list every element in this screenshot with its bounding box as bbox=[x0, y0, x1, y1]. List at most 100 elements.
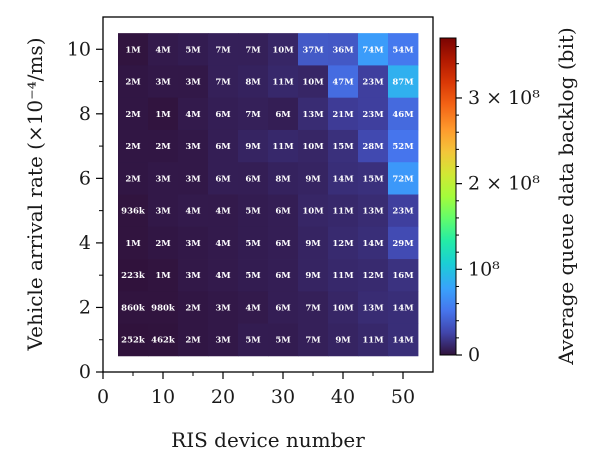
cell-value-label: 14M bbox=[392, 303, 414, 313]
heatmap-cell bbox=[388, 291, 419, 324]
heatmap-cell bbox=[178, 226, 209, 260]
heatmap-cell bbox=[328, 259, 359, 292]
heatmap-cell bbox=[328, 291, 359, 324]
heatmap-cell bbox=[268, 162, 299, 195]
colorbar-axis: 0 10⁸ 2 × 10⁸ 3 × 10⁸ bbox=[456, 46, 540, 366]
colorbar bbox=[439, 37, 457, 356]
heatmap-cell bbox=[208, 259, 239, 292]
heatmap-cell bbox=[268, 291, 299, 324]
cell-value-label: 4M bbox=[215, 271, 231, 281]
cell-value-label: 3M bbox=[155, 78, 171, 88]
heatmap-cell bbox=[148, 129, 179, 163]
cell-value-label: 936k bbox=[121, 207, 146, 217]
cell-value-label: 3M bbox=[185, 78, 201, 88]
heatmap-cell bbox=[298, 259, 329, 292]
cell-value-label: 3M bbox=[185, 239, 201, 249]
heatmap-cell bbox=[118, 33, 149, 66]
heatmap-cell bbox=[148, 259, 179, 292]
heatmap-cell bbox=[358, 33, 389, 66]
cell-value-label: 14M bbox=[332, 174, 354, 184]
heatmap-cell bbox=[238, 323, 269, 357]
heatmap-cell bbox=[208, 194, 239, 228]
heatmap-cell bbox=[298, 291, 329, 324]
cell-value-label: 4M bbox=[185, 110, 201, 120]
heatmap-cell bbox=[358, 259, 389, 292]
cell-value-label: 14M bbox=[362, 239, 384, 249]
heatmap-cell bbox=[268, 129, 299, 163]
x-tick-label: 10 bbox=[151, 386, 175, 408]
heatmap-cell bbox=[118, 162, 149, 195]
cell-value-label: 4M bbox=[155, 45, 171, 55]
cell-value-label: 860k bbox=[121, 303, 146, 313]
cell-value-label: 23M bbox=[392, 207, 414, 217]
heatmap-cell bbox=[178, 162, 209, 195]
y-tick-label: 0 bbox=[79, 361, 91, 383]
heatmap-cell bbox=[328, 162, 359, 195]
cell-value-label: 223k bbox=[121, 271, 146, 281]
cell-value-label: 11M bbox=[362, 336, 384, 346]
heatmap-cell bbox=[268, 97, 299, 131]
cell-value-label: 37M bbox=[302, 45, 324, 55]
cell-value-label: 6M bbox=[275, 303, 291, 313]
heatmap-cell bbox=[298, 33, 329, 66]
x-tick-label: 20 bbox=[211, 386, 235, 408]
heatmap-cell bbox=[388, 162, 419, 195]
heatmap-cell bbox=[178, 65, 209, 99]
y-axis: 0 2 4 6 8 10 bbox=[67, 38, 103, 383]
y-tick-label: 10 bbox=[67, 38, 91, 60]
cell-value-label: 9M bbox=[245, 142, 261, 152]
y-tick-label: 4 bbox=[79, 232, 91, 254]
cell-value-label: 7M bbox=[305, 336, 321, 346]
cell-value-label: 8M bbox=[245, 78, 261, 88]
cell-value-label: 12M bbox=[362, 271, 384, 281]
cell-value-label: 5M bbox=[245, 207, 261, 217]
x-axis: 0 10 20 30 40 50 bbox=[97, 372, 415, 408]
heatmap-cell bbox=[238, 259, 269, 292]
heatmap-cell bbox=[238, 226, 269, 260]
cell-value-label: 10M bbox=[302, 142, 324, 152]
cell-value-label: 72M bbox=[392, 174, 414, 184]
heatmap-cell bbox=[388, 194, 419, 228]
heatmap-cell bbox=[148, 33, 179, 66]
cell-value-label: 7M bbox=[245, 110, 261, 120]
cell-value-label: 1M bbox=[155, 110, 171, 120]
cell-value-label: 6M bbox=[275, 271, 291, 281]
heatmap-cell bbox=[298, 226, 329, 260]
heatmap-cell bbox=[358, 226, 389, 260]
heatmap-cell bbox=[268, 259, 299, 292]
cell-value-label: 6M bbox=[275, 110, 291, 120]
heatmap-cell bbox=[238, 33, 269, 66]
cell-value-label: 3M bbox=[215, 336, 231, 346]
cell-value-label: 52M bbox=[392, 142, 414, 152]
heatmap-cell bbox=[328, 226, 359, 260]
cell-value-label: 11M bbox=[272, 142, 294, 152]
heatmap-cell bbox=[178, 291, 209, 324]
heatmap-cell bbox=[268, 323, 299, 357]
cell-value-label: 16M bbox=[392, 271, 414, 281]
cell-value-label: 4M bbox=[245, 303, 261, 313]
cell-value-label: 15M bbox=[332, 142, 354, 152]
cell-value-label: 3M bbox=[185, 271, 201, 281]
heatmap-cell bbox=[328, 194, 359, 228]
x-tick-label: 30 bbox=[271, 386, 295, 408]
cell-value-label: 23M bbox=[362, 110, 384, 120]
cell-value-label: 7M bbox=[245, 45, 261, 55]
cell-value-label: 9M bbox=[305, 271, 321, 281]
cell-value-label: 47M bbox=[332, 78, 354, 88]
cell-value-label: 11M bbox=[272, 78, 294, 88]
heatmap-cell bbox=[178, 259, 209, 292]
cell-value-label: 10M bbox=[302, 207, 324, 217]
cell-value-label: 6M bbox=[275, 239, 291, 249]
x-tick-label: 0 bbox=[97, 386, 109, 408]
heatmap-cell bbox=[148, 65, 179, 99]
cell-value-label: 5M bbox=[275, 336, 291, 346]
heatmap-cell bbox=[118, 226, 149, 260]
cell-value-label: 9M bbox=[305, 239, 321, 249]
cell-value-label: 13M bbox=[302, 110, 324, 120]
cell-value-label: 462k bbox=[151, 336, 176, 346]
heatmap-cell bbox=[148, 226, 179, 260]
heatmap-cell bbox=[178, 97, 209, 131]
cell-value-label: 1M bbox=[125, 239, 141, 249]
cell-value-label: 3M bbox=[185, 142, 201, 152]
